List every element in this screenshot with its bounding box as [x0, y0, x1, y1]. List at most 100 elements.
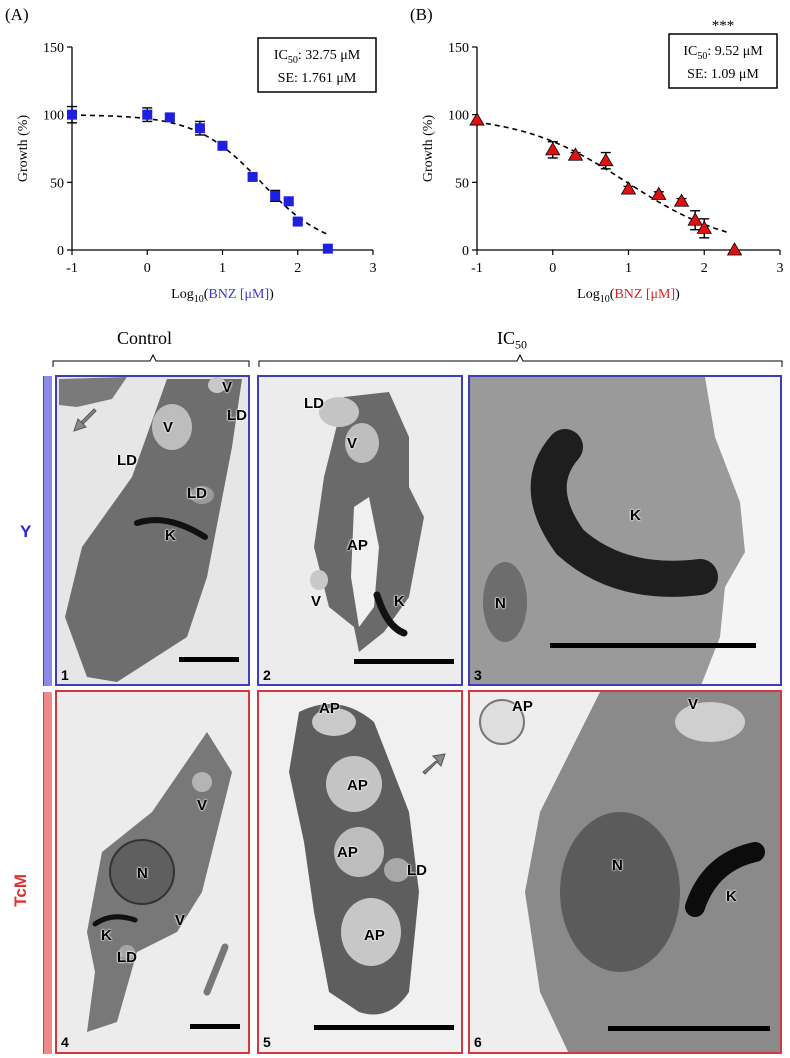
scale-bar [550, 643, 756, 648]
cell-image-2 [310, 392, 424, 652]
data-point [469, 112, 485, 126]
ic50-value-part: 50 [697, 51, 707, 62]
scale-bar [190, 1024, 240, 1029]
micrograph-panel-5: AP AP AP LD AP 5 [257, 690, 463, 1054]
organelle-label: K [165, 527, 176, 544]
organelle-label: AP [319, 700, 340, 717]
organelle-label: K [630, 507, 641, 524]
strain-tcm-bar [43, 692, 52, 1054]
organelle-label: K [726, 888, 737, 905]
organelle-label: LD [117, 949, 137, 966]
data-point [142, 109, 153, 120]
organelle-label: AP [337, 844, 358, 861]
strain-y-bar [43, 376, 52, 686]
vacuole [675, 702, 745, 742]
header-braces [52, 353, 783, 367]
organelle-label: V [688, 696, 699, 713]
control-brace [52, 353, 250, 367]
y-tick-label: 0 [462, 244, 469, 259]
data-point [696, 220, 712, 234]
lipid-droplet [119, 945, 135, 959]
organelle-label: LD [117, 452, 137, 469]
vacuole [192, 772, 212, 792]
autophagosome [479, 699, 525, 745]
cell-image-5 [289, 704, 419, 1015]
data-point [673, 193, 690, 207]
x-tick-label: 1 [219, 261, 226, 276]
organelle-label: AP [364, 927, 385, 944]
data-point [322, 243, 333, 254]
x-axis-label-part: ( [610, 287, 615, 302]
micrograph-panel-2: LD V AP V K 2 [257, 375, 463, 686]
organelle-label: LD [304, 395, 324, 412]
cell-image-3 [470, 377, 745, 684]
x-axis-label-part: Log [577, 287, 600, 302]
organelle-label: N [137, 865, 148, 882]
x-tick-label: 2 [294, 261, 301, 276]
organelle-label: LD [407, 862, 427, 879]
vacuole [310, 570, 328, 590]
x-tick-label: 0 [549, 261, 556, 276]
cell-image-6 [479, 692, 780, 1052]
data-point [247, 171, 258, 182]
data-point [598, 152, 614, 167]
data-point [67, 109, 77, 120]
autophagosome [334, 827, 384, 877]
ic50-brace [258, 353, 783, 367]
nucleus [483, 562, 527, 642]
se-value: SE: 1.09 μM [687, 67, 759, 82]
kinetoplast [92, 914, 138, 927]
x-axis-label-part: BNZ [μM] [614, 287, 675, 302]
organelle-label: AP [347, 537, 368, 554]
scale-bar [314, 1025, 454, 1030]
vacuole [152, 404, 192, 450]
x-tick-label: -1 [66, 261, 78, 276]
ic50-value: IC50: 32.75 μM [274, 48, 361, 66]
micrograph-panel-6: AP V N K 6 [468, 690, 782, 1054]
data-point [651, 186, 667, 200]
ic50-value-part: : 32.75 μM [298, 48, 361, 63]
scale-bar [354, 659, 454, 664]
data-point [567, 147, 584, 161]
x-tick-label: 3 [777, 261, 784, 276]
x-axis-label-part: ( [204, 287, 209, 302]
scale-bar [608, 1026, 770, 1031]
kinetoplast [530, 429, 718, 597]
organelle-label: N [495, 595, 506, 612]
x-axis-label: Log10(BNZ [μM]) [171, 287, 274, 305]
data-point [217, 140, 228, 151]
ic50-box [668, 33, 778, 89]
parasite-body [65, 379, 242, 682]
data-point [545, 142, 561, 156]
y-tick-label: 100 [448, 109, 469, 124]
ic50-value-part: 50 [288, 55, 298, 66]
organelle-label: K [394, 593, 405, 610]
organelle-label: V [222, 379, 233, 396]
micrograph-panel-1: V LD V LD LD K 1 [55, 375, 250, 686]
data-point [283, 196, 294, 207]
x-tick-label: 1 [625, 261, 632, 276]
data-point [292, 216, 303, 227]
organelle-label: AP [347, 777, 368, 794]
y-tick-label: 50 [455, 176, 469, 191]
autophagosome [326, 756, 382, 812]
organelle-label: LD [227, 407, 247, 424]
y-tick-label: 0 [57, 244, 64, 259]
panel-label: (A) [5, 5, 29, 24]
panel-number: 1 [61, 667, 69, 683]
y-tick-label: 150 [43, 41, 64, 56]
organelle-label: V [311, 593, 322, 610]
autophagosome [351, 497, 379, 627]
kinetoplast [373, 591, 408, 637]
data-point [164, 112, 175, 123]
panel-number: 3 [474, 667, 482, 683]
data-point [194, 123, 205, 134]
scale-bar [179, 657, 239, 662]
ic50-value-part: IC [683, 44, 697, 59]
control-header: Control [117, 328, 173, 348]
panel-number: 2 [263, 667, 271, 683]
autophagosome [312, 708, 356, 736]
organelle-label: V [163, 419, 174, 436]
arrow-icon [422, 753, 446, 775]
organelle-label: V [197, 797, 208, 814]
